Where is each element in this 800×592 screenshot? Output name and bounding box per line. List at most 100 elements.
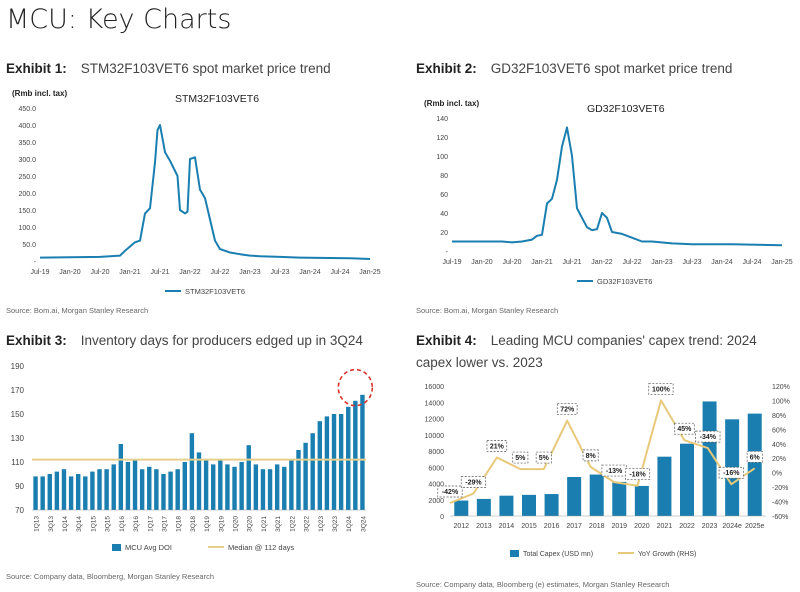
yoy-callout-label: 45% [677,426,692,433]
y-tick-label: 190 [11,362,25,371]
exhibit-1-label: Exhibit 1: [6,61,67,76]
yoy-callout-label: 6% [750,454,761,461]
y2-tick-label: 40% [772,442,786,449]
y-axis-label: (Rmb incl. tax) [424,99,479,108]
y-tick-label: 40 [440,211,448,218]
bar [154,469,159,510]
x-tick-label: Jul-24 [330,269,349,276]
x-tick-label: 1Q15 [90,516,97,532]
yoy-callout-label: 72% [560,407,575,414]
highlight-circle [337,368,374,407]
yoy-callout-label: 5% [539,455,550,462]
bar [476,498,491,516]
yoy-callout-label: -29% [465,480,482,487]
yoy-callout-box [460,476,486,488]
yoy-callout-box [674,422,695,435]
x-tick-label: 1Q24 [346,516,353,532]
y-tick-label: 2000 [428,498,444,505]
y-tick-label: 70 [15,506,24,515]
exhibit-2-label: Exhibit 2: [416,61,477,76]
x-tick-label: Jul-19 [30,269,49,276]
yoy-callout-label: 21% [490,444,505,451]
bar [260,469,266,510]
bar [33,476,38,510]
x-tick-label: Jan-25 [771,259,793,266]
x-tick-label: 1Q13 [34,516,41,532]
x-tick-label: 2017 [566,523,582,530]
y-tick-label: 16000 [425,384,445,391]
exhibit-2-caption: GD32F103VET6 spot market price trend [490,61,733,76]
x-tick-label: 2014 [499,523,515,530]
x-tick-label: 2013 [476,523,492,530]
bar [232,466,237,510]
y-tick-label: 60 [440,192,448,199]
bar [274,464,280,510]
bar [289,459,294,510]
x-tick-label: 3Q21 [275,516,282,532]
x-tick-label: Jan-22 [179,269,201,276]
yoy-callout-box [624,468,651,481]
x-tick-label: Jan-24 [711,259,733,266]
x-tick-label: 2015 [521,523,537,530]
bar [68,476,74,510]
y-tick-label: 100 [436,154,448,161]
bar [303,442,308,510]
exhibit-2-source: Source: Bom.ai, Morgan Stanley Research [416,306,559,315]
bar [61,469,67,510]
page-title: MCU: Key Charts [6,4,232,35]
x-tick-label: Jan-20 [59,269,81,276]
x-tick-label: Jan-21 [531,259,553,266]
bar [182,462,187,510]
y-tick-label: 90 [15,482,24,491]
legend-swatch-bar [112,544,121,551]
y2-tick-label: 120% [772,384,790,391]
bar [90,471,95,510]
y2-tick-label: -40% [772,500,788,507]
y-tick-label: 10000 [425,433,445,440]
bar [454,500,469,516]
bar [296,450,301,510]
bar [680,443,694,516]
yoy-callout-box [486,440,508,452]
inventory-days-chart: 70 90 110 130 150 170 190 1Q13 3Q13 1Q14 3Q14 1Q15 3… [11,362,374,552]
y-tick-label: 50.0 [22,242,36,249]
x-tick-label: Jan-22 [591,259,613,266]
bar [324,416,330,510]
bar [218,459,223,510]
bar [54,471,60,510]
exhibit-4-caption: Leading MCU companies' capex trend: 2024… [416,333,757,370]
bar [634,485,649,516]
y2-tick-label: -20% [772,485,788,492]
legend-label: GD32F103VET6 [597,277,652,286]
x-tick-label: 1Q20 [233,516,240,532]
x-tick-label: Jul-24 [742,259,761,266]
y-tick-label: 8000 [428,449,444,456]
bar [168,471,173,510]
bar [331,414,337,510]
yoy-callout-box [746,450,763,463]
y2-tick-label: 80% [772,413,786,420]
bar [747,413,762,516]
x-tick-label: 3Q18 [190,516,197,532]
x-tick-label: 2016 [544,523,560,530]
y-tick-label: 300.0 [18,157,36,164]
y-tick-label: 12000 [425,417,445,424]
capex-chart: 0 2000 4000 6000 8000 10000 12000 14000 16000 -60… [425,383,790,558]
bar [83,476,88,510]
y-tick-label: - [34,259,37,266]
bar [360,394,365,510]
bar [104,469,109,510]
y-tick-label: 130 [11,434,25,443]
y2-tick-label: 20% [772,456,786,463]
bar [282,466,287,510]
yoy-callout-label: -18% [629,472,646,479]
bar [175,469,180,510]
x-tick-label: Jan-20 [471,259,493,266]
legend-swatch-bar [510,550,519,557]
yoy-callout-box [648,383,674,395]
x-tick-label: 3Q19 [218,516,225,532]
series-line [39,124,371,260]
bar [544,494,559,516]
bar [189,433,195,510]
bar [567,477,582,516]
